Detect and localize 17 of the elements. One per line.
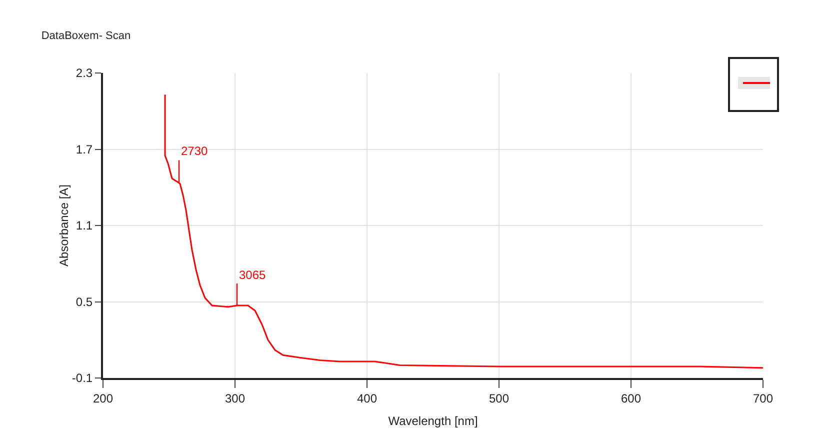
x-tick-label: 600 — [620, 391, 642, 406]
annotation: 2730 — [181, 144, 208, 158]
y-axis-title: Absorbance [A] — [57, 184, 71, 267]
x-tick-label: 300 — [224, 391, 246, 406]
x-tick-label: 400 — [356, 391, 378, 406]
x-tick-label: 700 — [752, 391, 774, 406]
line-series — [164, 94, 763, 369]
y-tick-label: -0.1 — [72, 371, 93, 386]
annotation: 3065 — [239, 268, 266, 282]
x-tick-label: 500 — [488, 391, 510, 406]
x-tick-label: 200 — [92, 391, 114, 406]
chart-title: DataBoxem- Scan — [41, 30, 131, 42]
y-tick-label: 2.3 — [76, 66, 93, 80]
y-tick-label: 0.5 — [76, 294, 93, 309]
y-tick-label: 1.1 — [76, 218, 93, 233]
x-axis-title: Wavelength [nm] — [388, 414, 478, 428]
y-tick-label: 1.7 — [76, 142, 93, 156]
